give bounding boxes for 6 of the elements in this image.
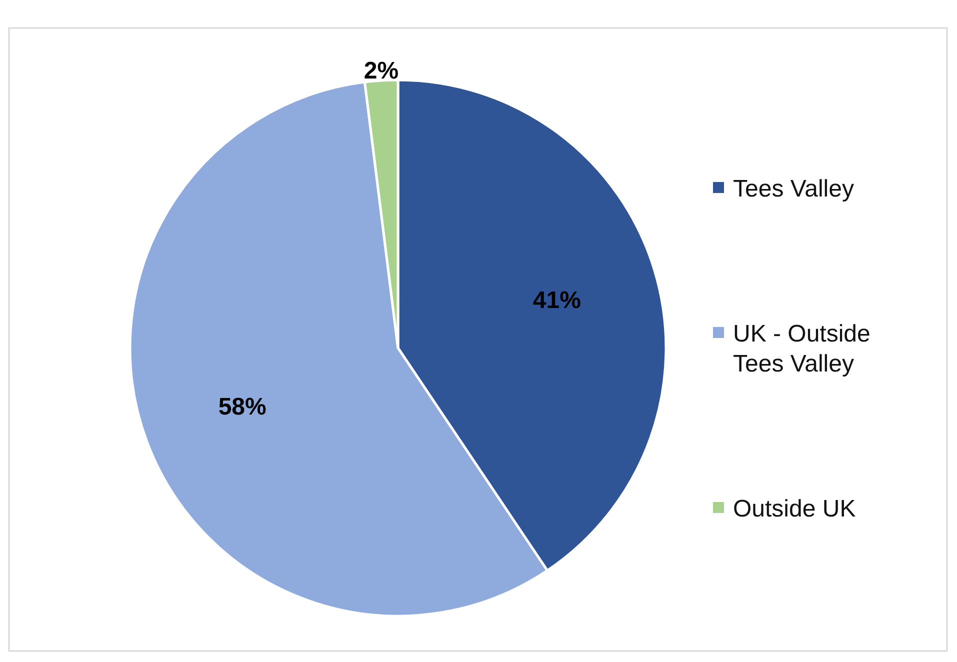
legend-label: UK - Outside Tees Valley xyxy=(733,320,870,378)
legend-label: Outside UK xyxy=(733,495,856,522)
legend-label: Tees Valley xyxy=(733,175,854,202)
data-label: 41% xyxy=(532,287,581,314)
data-label: 58% xyxy=(218,394,266,421)
data-label: 2% xyxy=(364,58,399,85)
